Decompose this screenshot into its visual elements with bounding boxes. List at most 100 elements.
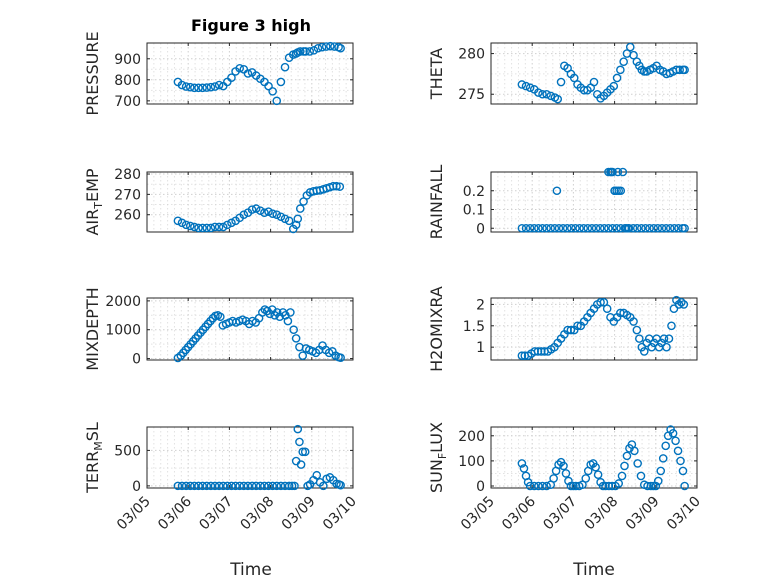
data-point: [293, 214, 303, 224]
data-point: [206, 82, 216, 92]
data-point: [517, 351, 527, 361]
data-point: [227, 481, 236, 491]
data-point: [538, 223, 547, 233]
data-point: [599, 297, 609, 307]
data-point: [613, 167, 623, 177]
data-point: [231, 481, 240, 491]
data-point: [676, 456, 685, 466]
y-axis-label: H2OMIXRA: [427, 286, 446, 372]
data-point: [223, 481, 232, 491]
data-point: [206, 481, 216, 491]
data-point: [653, 223, 663, 233]
y-tick-label: 500: [114, 443, 141, 459]
data-point: [181, 82, 191, 91]
data-point: [610, 186, 619, 196]
y-tick-label: 1: [476, 340, 485, 356]
axes-frame: [490, 426, 698, 489]
data-point: [553, 94, 563, 104]
data-point: [617, 471, 627, 481]
data-point: [534, 481, 543, 491]
data-point: [678, 466, 688, 476]
x-tick-label: 03/06: [155, 493, 195, 533]
x-tick-label: 03/06: [499, 493, 539, 533]
data-point: [272, 96, 282, 106]
data-point: [251, 481, 261, 491]
data-point: [295, 204, 305, 213]
data-point: [575, 223, 584, 233]
y-axis-label: RAINFALL: [427, 165, 446, 240]
axes-frame: [146, 297, 354, 361]
data-point: [583, 223, 593, 233]
x-tick-label: 03/07: [540, 494, 580, 534]
data-point: [181, 220, 191, 230]
y-tick-label: 270: [114, 187, 141, 203]
data-point: [177, 481, 187, 491]
axes-frame: [146, 426, 354, 489]
data-point: [674, 223, 683, 233]
data-point: [227, 73, 236, 83]
data-point: [596, 297, 605, 307]
data-point: [637, 223, 646, 233]
data-point: [608, 223, 617, 233]
data-point: [177, 80, 187, 90]
data-point: [290, 481, 299, 491]
data-point: [198, 481, 207, 491]
data-point: [289, 325, 298, 335]
x-tick-label: 03/08: [582, 494, 622, 534]
y-tick-label: 0: [132, 479, 141, 495]
data-point: [296, 460, 306, 469]
data-point: [595, 223, 605, 233]
data-point: [542, 481, 551, 491]
data-point: [542, 223, 551, 233]
data-point: [202, 83, 212, 92]
data-point: [680, 65, 689, 75]
data-point: [332, 181, 341, 191]
data-point: [216, 312, 225, 322]
data-point: [534, 223, 543, 233]
y-tick-label: 280: [458, 47, 485, 63]
axes-frame: [490, 42, 698, 105]
y-axis-label: SUNFLUX: [427, 422, 449, 493]
data-point: [571, 223, 580, 233]
data-point: [616, 65, 625, 75]
data-point: [312, 470, 322, 480]
x-axis-label-left: Time: [229, 560, 272, 580]
data-point: [591, 223, 601, 233]
data-point: [604, 223, 613, 233]
data-point: [569, 73, 579, 83]
data-point: [210, 222, 220, 232]
data-point: [185, 221, 195, 231]
data-point: [554, 223, 564, 233]
subplot-theta: 275 280 THETA: [427, 42, 698, 105]
data-point: [264, 481, 273, 491]
data-point: [235, 481, 244, 491]
data-point: [552, 186, 562, 196]
data-point: [336, 353, 345, 362]
data-point: [198, 223, 207, 233]
data-point: [268, 481, 277, 491]
data-point: [657, 223, 667, 233]
y-tick-label: 700: [114, 94, 141, 110]
data-point: [622, 451, 632, 461]
data-point: [214, 80, 224, 90]
data-point: [649, 223, 659, 233]
data-point: [600, 223, 609, 233]
data-point: [239, 210, 249, 220]
data-point: [194, 83, 203, 93]
x-axis-label-right: Time: [572, 560, 615, 580]
y-axis-label: TERRMSL: [83, 422, 105, 494]
data-point: [268, 209, 277, 218]
data-point: [272, 308, 282, 317]
data-point: [255, 206, 265, 215]
data-point: [243, 481, 253, 491]
data-point: [317, 42, 327, 52]
data-point: [672, 295, 681, 305]
data-point: [210, 82, 220, 91]
y-axis-label: AIRTEMP: [83, 168, 105, 235]
data-point: [573, 321, 582, 331]
data-point: [632, 223, 642, 233]
data-point: [519, 464, 529, 473]
data-point: [247, 205, 257, 214]
data-point: [602, 304, 612, 313]
